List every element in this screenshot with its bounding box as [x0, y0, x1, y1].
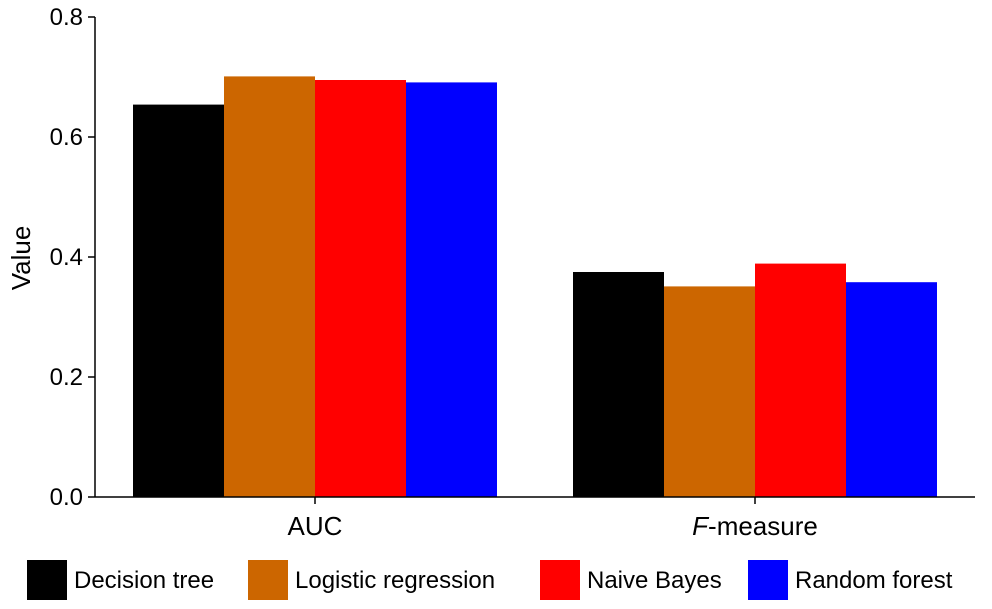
- legend-swatch: [27, 560, 67, 600]
- bar: [224, 76, 315, 498]
- bar: [133, 104, 224, 497]
- y-tick-label: 0.0: [50, 484, 83, 511]
- legend-swatch: [748, 560, 788, 600]
- legend-swatch: [540, 560, 580, 600]
- legend-label: Naive Bayes: [587, 567, 722, 594]
- y-axis: 0.0 0.2 0.4 0.6 0.8: [50, 4, 96, 511]
- legend-label: Logistic regression: [295, 567, 495, 594]
- y-tick-label: 0.6: [50, 124, 83, 151]
- legend-label: Decision tree: [74, 567, 214, 594]
- x-axis: AUC F-measure: [95, 496, 975, 541]
- bar: [755, 263, 846, 497]
- y-tick-label: 0.2: [50, 364, 83, 391]
- legend-label: Random forest: [795, 567, 953, 594]
- bar: [315, 80, 406, 497]
- bar: [664, 286, 755, 497]
- bar: [406, 82, 497, 498]
- legend-swatch: [248, 560, 288, 600]
- y-tick-label: 0.4: [50, 244, 83, 271]
- bar: [846, 282, 937, 497]
- legend: Decision tree Logistic regression Naive Ba…: [27, 560, 953, 600]
- x-tick-label: AUC: [288, 511, 343, 541]
- y-tick-label: 0.8: [50, 4, 83, 31]
- y-axis-title: Value: [6, 226, 36, 291]
- x-tick-label: F-measure: [692, 511, 818, 541]
- bars: [133, 76, 937, 498]
- bar: [573, 272, 664, 497]
